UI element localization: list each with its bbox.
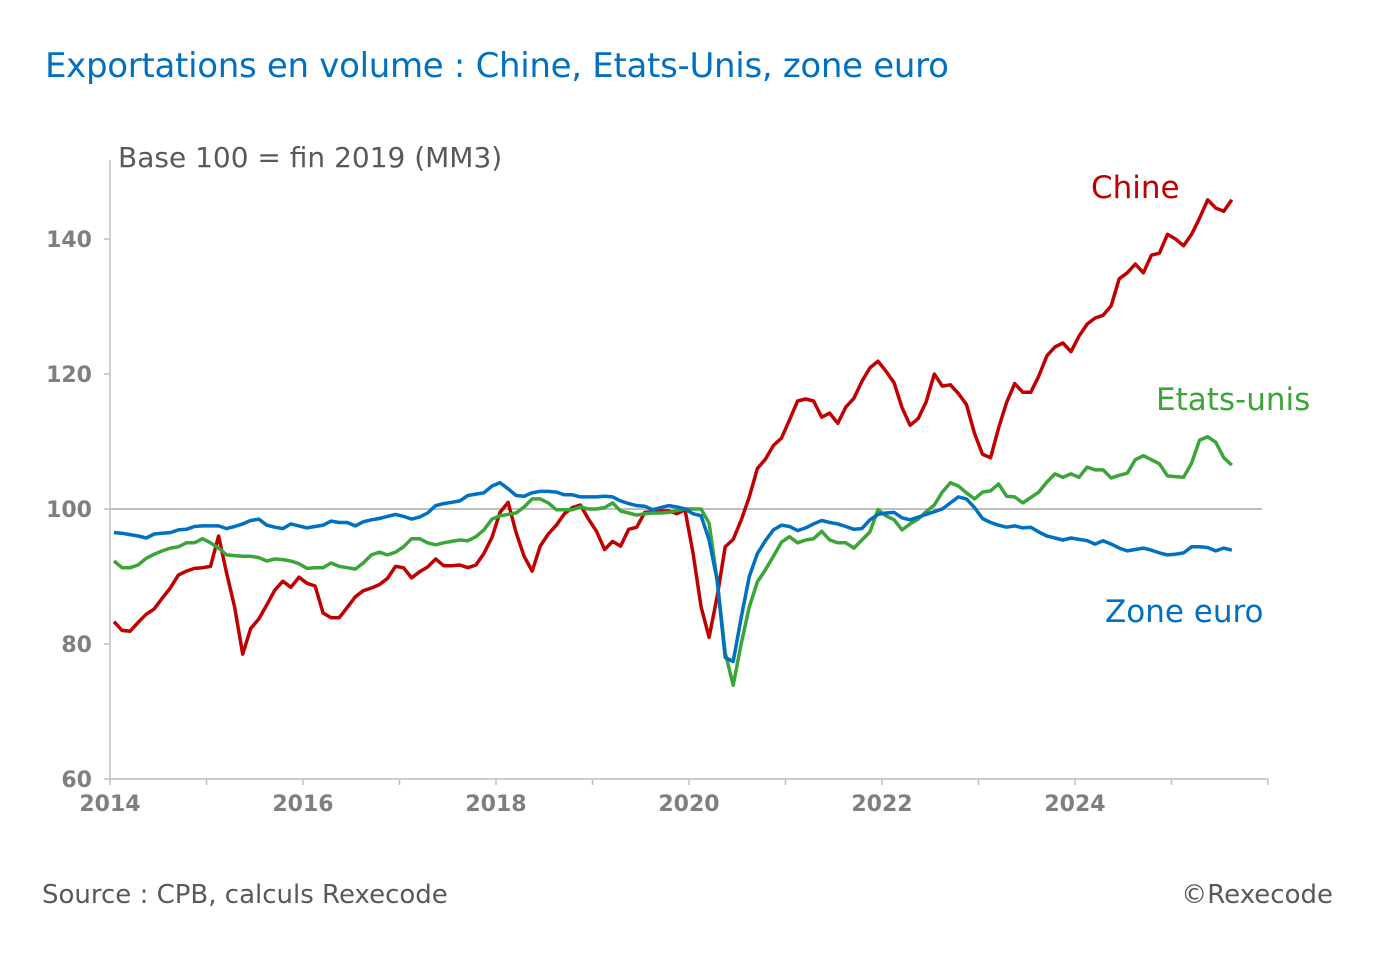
series-label-zone-euro: Zone euro [1105,594,1264,630]
axes: 60 80 100 120 140 2014 2016 2018 2020 2022 2024 [46,160,1269,817]
x-tick-label: 2014 [79,792,140,817]
x-tick-label: 2024 [1044,792,1105,817]
x-tick-label: 2020 [658,792,719,817]
y-tick-label: 100 [46,498,92,523]
y-tick-label: 120 [46,363,92,388]
series-line-etats-unis [112,435,1233,687]
source-note: Source : CPB, calculs Rexecode [42,880,448,910]
y-tick-label: 80 [61,633,92,658]
series-line-chine [112,198,1234,656]
chart-subtitle: Base 100 = fin 2019 (MM3) [118,141,503,174]
series-line-zone-euro [113,480,1233,664]
x-tick-label: 2016 [272,792,333,817]
copyright: ©Rexecode [1181,880,1333,910]
x-tick-label: 2018 [465,792,526,817]
series-label-etats-unis: Etats-unis [1156,382,1311,418]
chart-title: Exportations en volume : Chine, Etats-Un… [45,46,949,86]
series-label-chine: Chine [1091,170,1180,206]
y-tick-label: 140 [46,228,92,253]
x-tick-label: 2022 [851,792,912,817]
series-lines [112,198,1234,687]
y-tick-label: 60 [61,768,92,793]
